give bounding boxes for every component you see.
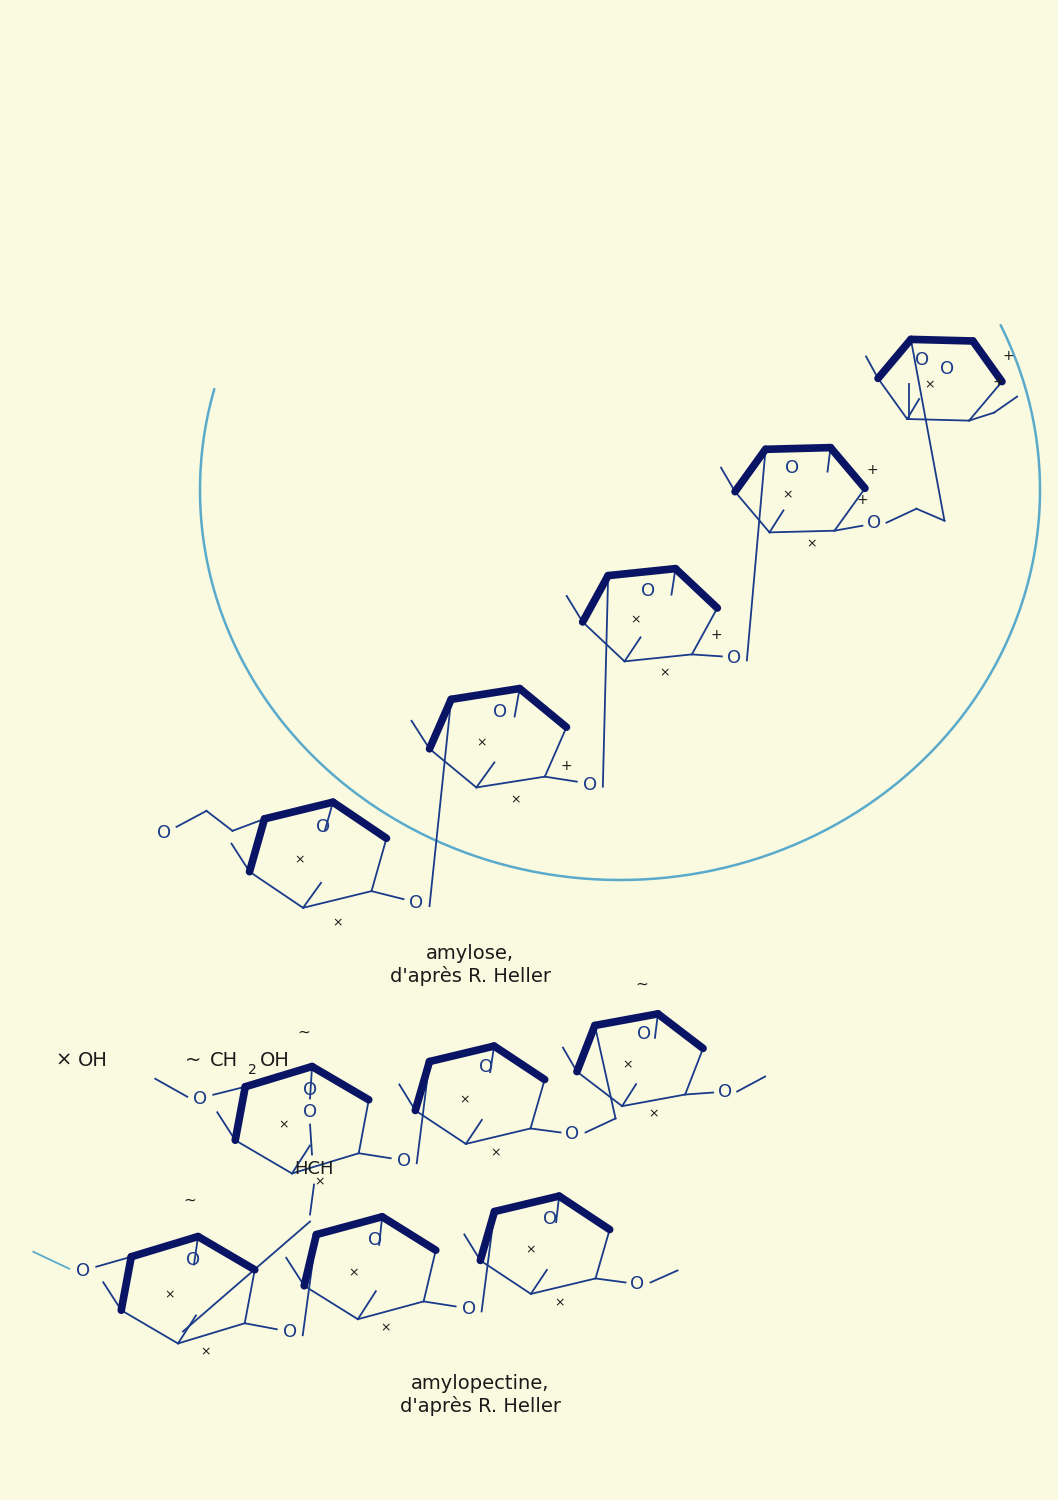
Text: ×: × (783, 489, 794, 501)
Text: O: O (543, 1210, 558, 1228)
Text: O: O (868, 513, 881, 531)
Text: O: O (282, 1323, 297, 1341)
Text: O: O (941, 360, 954, 378)
Text: ×: × (55, 1050, 71, 1070)
Text: +: + (710, 628, 722, 642)
Text: O: O (461, 1300, 476, 1318)
Text: CH: CH (209, 1050, 238, 1070)
Text: O: O (303, 1082, 317, 1100)
Text: ×: × (381, 1322, 391, 1335)
Text: O: O (397, 1152, 411, 1170)
Text: amylopectine,
d'après R. Heller: amylopectine, d'après R. Heller (400, 1374, 561, 1416)
Text: ×: × (201, 1346, 212, 1359)
Text: +: + (560, 759, 571, 772)
Text: O: O (158, 824, 171, 842)
Text: ~: ~ (184, 1192, 197, 1208)
Text: ×: × (660, 666, 671, 680)
Text: ×: × (460, 1094, 470, 1107)
Text: O: O (303, 1102, 317, 1120)
Text: OH: OH (260, 1050, 290, 1070)
Text: +: + (867, 464, 878, 477)
Text: ×: × (278, 1119, 289, 1131)
Text: O: O (368, 1232, 382, 1250)
Text: +: + (856, 494, 868, 507)
Text: 2: 2 (248, 1064, 257, 1077)
Text: O: O (565, 1125, 580, 1143)
Text: O: O (479, 1058, 493, 1076)
Text: ×: × (925, 378, 935, 392)
Text: ×: × (554, 1296, 565, 1310)
Text: ×: × (623, 1059, 634, 1071)
Text: ×: × (807, 537, 817, 550)
Text: ×: × (165, 1288, 176, 1302)
Text: ×: × (649, 1107, 659, 1120)
Text: OH: OH (78, 1050, 108, 1070)
Text: O: O (915, 351, 929, 369)
Text: O: O (409, 894, 423, 912)
Text: ×: × (477, 736, 488, 750)
Text: O: O (718, 1083, 732, 1101)
Text: O: O (785, 459, 799, 477)
Text: ×: × (349, 1266, 360, 1280)
Text: ×: × (511, 794, 522, 807)
Text: O: O (641, 582, 655, 600)
Text: ×: × (333, 916, 343, 930)
Text: O: O (727, 650, 741, 668)
Text: ~: ~ (185, 1050, 201, 1070)
Text: O: O (194, 1090, 207, 1108)
Text: ~: ~ (297, 1024, 310, 1039)
Text: O: O (493, 704, 507, 722)
Text: HCH: HCH (294, 1160, 333, 1178)
Text: +: + (1002, 350, 1014, 363)
Text: O: O (76, 1262, 90, 1280)
Text: ×: × (295, 853, 306, 867)
Text: ~: ~ (636, 976, 649, 992)
Text: ×: × (491, 1146, 501, 1160)
Text: O: O (631, 1275, 644, 1293)
Text: ×: × (631, 614, 641, 627)
Text: O: O (637, 1024, 651, 1042)
Text: ×: × (314, 1176, 325, 1188)
Text: amylose,
d'après R. Heller: amylose, d'après R. Heller (389, 944, 550, 986)
Text: O: O (316, 818, 330, 836)
Text: +: + (992, 375, 1004, 388)
Text: O: O (186, 1251, 200, 1269)
Text: O: O (583, 776, 597, 794)
Text: ×: × (526, 1244, 536, 1257)
